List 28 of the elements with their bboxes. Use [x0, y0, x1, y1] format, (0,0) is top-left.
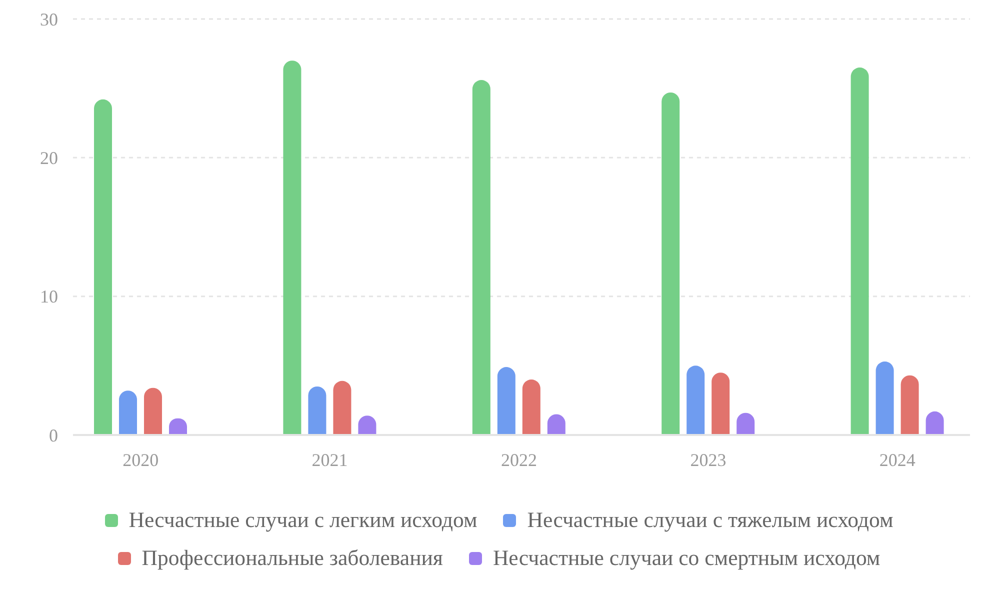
bar	[308, 386, 326, 435]
bar	[144, 388, 162, 435]
legend-label: Несчастные случаи с тяжелым исходом	[527, 508, 894, 533]
bar	[686, 366, 705, 435]
y-tick-label: 20	[40, 148, 58, 168]
bar	[876, 362, 894, 435]
bar	[119, 390, 137, 435]
bar	[283, 60, 302, 435]
y-tick-label: 0	[49, 425, 58, 446]
bar	[522, 380, 540, 435]
y-tick-label: 10	[40, 286, 58, 307]
bar	[850, 68, 869, 435]
legend-label: Несчастные случаи с легким исходом	[128, 508, 478, 533]
bar	[497, 367, 516, 435]
bar	[712, 372, 730, 435]
bar	[472, 80, 490, 435]
y-tick-label: 30	[40, 9, 58, 30]
bar	[900, 375, 919, 435]
x-tick-label: 2021	[312, 450, 348, 470]
bar	[662, 92, 680, 435]
legend-label: Профессиональные заболевания	[142, 546, 443, 571]
legend-label: Несчастные случаи со смертным исходом	[492, 546, 880, 571]
x-tick-label: 2020	[122, 450, 159, 470]
x-tick-label: 2024	[879, 450, 916, 470]
bar	[94, 99, 112, 435]
x-tick-label: 2023	[690, 450, 726, 470]
bar	[333, 380, 352, 435]
x-tick-label: 2022	[501, 450, 537, 470]
